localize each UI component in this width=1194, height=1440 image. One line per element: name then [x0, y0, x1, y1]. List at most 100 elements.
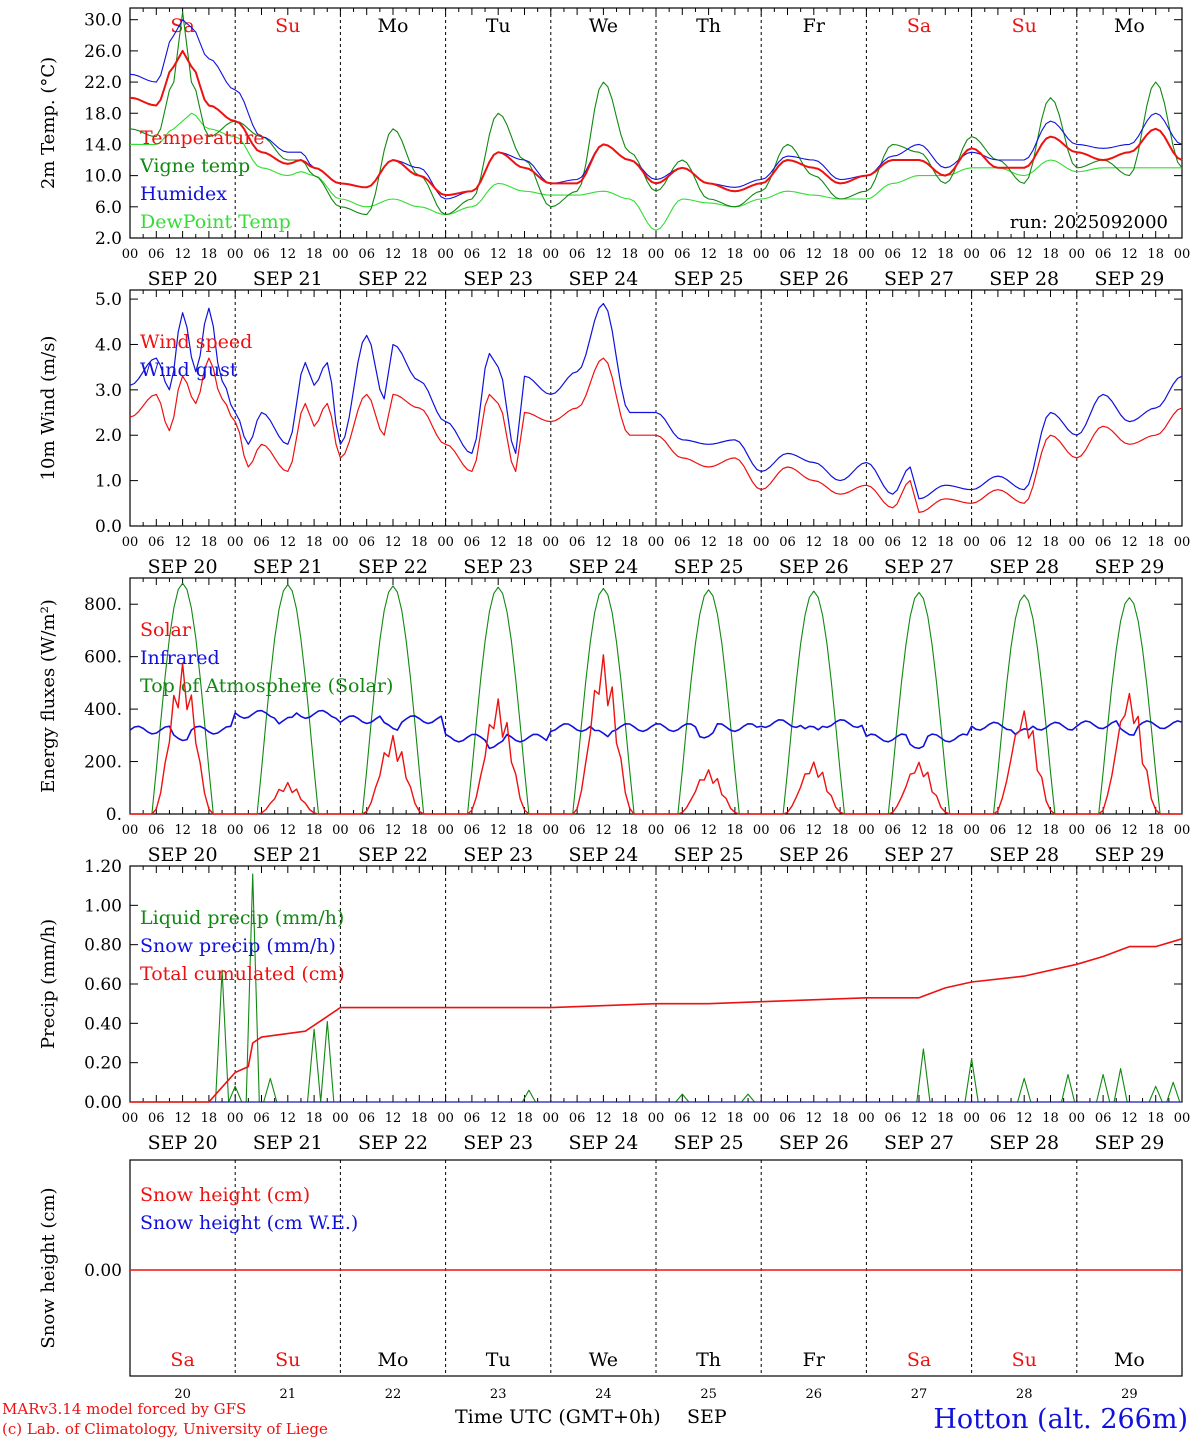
y-tick-label: 1.0 [95, 472, 122, 492]
hour-tick-label: 12 [595, 823, 612, 838]
hour-tick-label: 12 [700, 823, 717, 838]
hour-tick-label: 18 [832, 535, 849, 550]
hour-tick-label: 00 [332, 247, 349, 262]
hour-tick-label: 18 [201, 1111, 218, 1126]
panel-5-legend: Snow height (cm) Snow height (cm W.E.) [140, 1184, 358, 1234]
hour-tick-label: 12 [1016, 823, 1033, 838]
hour-tick-label: 18 [411, 823, 428, 838]
legend-entry: Humidex [140, 183, 227, 205]
hour-tick-label: 18 [1147, 823, 1164, 838]
hour-tick-label: 12 [911, 1111, 928, 1126]
hour-tick-label: 00 [227, 1111, 244, 1126]
bottom-day-number: 26 [806, 1387, 823, 1402]
y-tick-label: 3.0 [95, 381, 122, 401]
date-label: SEP 25 [674, 556, 744, 578]
hour-tick-label: 12 [806, 823, 823, 838]
day-name-label: Su [1012, 1349, 1037, 1371]
hour-tick-label: 00 [1069, 535, 1086, 550]
hour-tick-label: 12 [280, 535, 297, 550]
day-name-label: Tu [486, 1349, 511, 1371]
bottom-day-number: 23 [490, 1387, 507, 1402]
date-label: SEP 27 [884, 556, 954, 578]
date-label: SEP 24 [568, 844, 638, 866]
hour-tick-label: 12 [911, 535, 928, 550]
hour-tick-label: 06 [569, 247, 586, 262]
hour-tick-label: 00 [858, 1111, 875, 1126]
hour-tick-label: 00 [648, 535, 665, 550]
day-name-label: Th [696, 1349, 721, 1371]
y-tick-label: 0. [106, 805, 122, 825]
y-tick-label: 0.40 [84, 1014, 122, 1034]
hour-tick-label: 12 [174, 1111, 191, 1126]
hour-tick-label: 18 [1147, 535, 1164, 550]
date-label: SEP 27 [884, 844, 954, 866]
date-label: SEP 22 [358, 1132, 428, 1154]
hour-tick-label: 12 [385, 1111, 402, 1126]
date-label: SEP 29 [1094, 1132, 1164, 1154]
hour-tick-label: 06 [990, 1111, 1007, 1126]
hour-tick-label: 18 [201, 823, 218, 838]
date-label: SEP 26 [779, 268, 849, 290]
hour-tick-label: 18 [411, 1111, 428, 1126]
day-name-label: Mo [1114, 1349, 1145, 1371]
hour-tick-label: 18 [937, 247, 954, 262]
hour-tick-label: 06 [253, 1111, 270, 1126]
hour-tick-label: 06 [1095, 247, 1112, 262]
legend-entry: Temperature [140, 127, 264, 149]
y-tick-label: 0.20 [84, 1054, 122, 1074]
day-name-label: Mo [378, 1349, 409, 1371]
date-label: SEP 28 [989, 556, 1059, 578]
hour-tick-label: 00 [332, 535, 349, 550]
y-tick-label: 800. [84, 595, 122, 615]
date-label: SEP 24 [568, 556, 638, 578]
y-tick-label: 18.0 [84, 104, 122, 124]
hour-tick-label: 00 [543, 1111, 560, 1126]
footer-lab: (c) Lab. of Climatology, University of L… [2, 1420, 328, 1438]
hour-tick-label: 18 [1042, 535, 1059, 550]
date-label: SEP 23 [463, 844, 533, 866]
hour-tick-label: 00 [227, 535, 244, 550]
bottom-day-number: 25 [700, 1387, 717, 1402]
hour-tick-label: 12 [1121, 247, 1138, 262]
hour-tick-label: 12 [1121, 1111, 1138, 1126]
hour-tick-label: 18 [516, 823, 533, 838]
date-label: SEP 24 [568, 1132, 638, 1154]
date-label: SEP 29 [1094, 556, 1164, 578]
legend-entry: DewPoint Temp [140, 211, 291, 233]
y-tick-label: 14.0 [84, 135, 122, 155]
y-axis-label: Precip (mm/h) [38, 919, 59, 1049]
panel-4-legend: Liquid precip (mm/h) Snow precip (mm/h) To… [140, 907, 345, 985]
hour-tick-label: 18 [832, 823, 849, 838]
panel-4-y-axis: 0.00 0.20 0.40 0.60 0.80 1.00 1.20 Precip (mm/h… [38, 857, 1182, 1113]
hour-tick-label: 12 [806, 535, 823, 550]
hour-tick-label: 12 [490, 535, 507, 550]
hour-tick-label: 06 [779, 1111, 796, 1126]
hour-tick-label: 18 [201, 247, 218, 262]
hour-tick-label: 00 [332, 823, 349, 838]
panel-3-frame: 00 06 12 18 SEP 20 00 06 12 18 SEP 21 00 06 12 18 SEP … [122, 577, 1190, 866]
hour-tick-label: 00 [1174, 535, 1191, 550]
legend-entry: Top of Atmosphere (Solar) [140, 675, 393, 697]
date-label: SEP 29 [1094, 268, 1164, 290]
series-line-dewpoint-temp [130, 112, 1182, 231]
hour-tick-label: 12 [595, 1111, 612, 1126]
hour-tick-label: 00 [122, 535, 139, 550]
day-name-label: Su [275, 1349, 300, 1371]
y-tick-label: 0.80 [84, 936, 122, 956]
date-label: SEP 20 [148, 268, 218, 290]
y-tick-label: 400. [84, 700, 122, 720]
hour-tick-label: 06 [569, 823, 586, 838]
hour-tick-label: 06 [358, 1111, 375, 1126]
date-label: SEP 21 [253, 268, 323, 290]
series-line-wind-gust [129, 303, 1183, 500]
hour-tick-label: 12 [1121, 535, 1138, 550]
y-tick-label: 26.0 [84, 42, 122, 62]
hour-tick-label: 00 [753, 247, 770, 262]
footer-model: MARv3.14 model forced by GFS [2, 1400, 246, 1418]
y-tick-label: 4.0 [95, 335, 122, 355]
day-name-label: Mo [1114, 15, 1145, 37]
hour-tick-label: 18 [832, 247, 849, 262]
hour-tick-label: 06 [358, 823, 375, 838]
y-tick-label: 30.0 [84, 11, 122, 31]
hour-tick-label: 18 [516, 1111, 533, 1126]
